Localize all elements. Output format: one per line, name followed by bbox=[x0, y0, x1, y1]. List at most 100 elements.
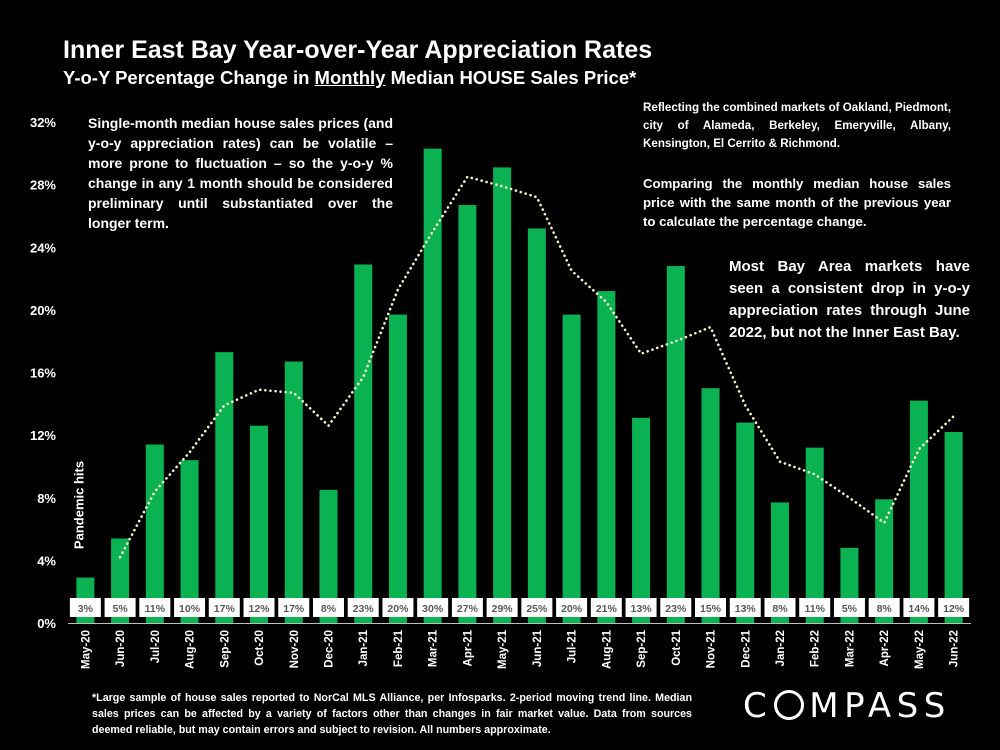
bar bbox=[562, 314, 581, 623]
data-label-box bbox=[868, 598, 900, 617]
bar bbox=[666, 266, 685, 623]
data-label-box bbox=[486, 598, 518, 617]
x-tick-label: May-21 bbox=[497, 629, 509, 669]
data-label: 23% bbox=[353, 603, 375, 615]
data-label-box bbox=[764, 598, 796, 617]
data-label: 8% bbox=[772, 603, 788, 615]
bar bbox=[875, 499, 894, 623]
data-label: 25% bbox=[526, 603, 548, 615]
bar bbox=[493, 167, 512, 623]
data-label-box bbox=[729, 598, 761, 617]
data-label-box bbox=[590, 598, 622, 617]
bar bbox=[284, 361, 303, 623]
data-label: 20% bbox=[387, 603, 409, 615]
subtitle-start: Y-o-Y Percentage Change in bbox=[63, 67, 315, 88]
data-label: 10% bbox=[179, 603, 201, 615]
x-tick-label: Jan-22 bbox=[775, 630, 787, 666]
x-tick-label: May-20 bbox=[80, 630, 92, 669]
data-label: 8% bbox=[877, 603, 893, 615]
data-label: 30% bbox=[422, 603, 444, 615]
data-label: 17% bbox=[214, 603, 236, 615]
y-tick-label: 4% bbox=[37, 553, 56, 568]
data-label: 12% bbox=[249, 603, 271, 615]
data-label: 17% bbox=[283, 603, 305, 615]
y-tick-label: 16% bbox=[30, 366, 56, 381]
y-tick-label: 32% bbox=[30, 115, 56, 130]
data-label-box bbox=[243, 598, 275, 617]
bar bbox=[145, 444, 164, 623]
data-label-box bbox=[312, 598, 344, 617]
x-tick-label: Dec-20 bbox=[323, 630, 335, 668]
compass-logo: C MPASS bbox=[743, 686, 951, 726]
y-tick-label: 28% bbox=[30, 178, 56, 193]
bar bbox=[319, 489, 338, 623]
bar bbox=[701, 388, 720, 623]
data-label: 21% bbox=[596, 603, 618, 615]
x-tick-label: Apr-21 bbox=[462, 629, 474, 666]
x-tick-label: Jun-21 bbox=[532, 629, 544, 667]
trend-line bbox=[118, 175, 955, 559]
x-tick-label: Jun-22 bbox=[949, 630, 961, 667]
x-tick-label: Apr-22 bbox=[879, 630, 891, 666]
data-label-box bbox=[903, 598, 935, 617]
data-label-box bbox=[347, 598, 379, 617]
data-label: 23% bbox=[665, 603, 687, 615]
data-label-box bbox=[660, 598, 692, 617]
data-label-box bbox=[208, 598, 240, 617]
data-label: 8% bbox=[321, 603, 337, 615]
x-tick-label: Nov-20 bbox=[289, 630, 301, 668]
x-tick-label: Jan-21 bbox=[358, 629, 370, 666]
data-label-box bbox=[104, 598, 136, 617]
subtitle-end: Median HOUSE Sales Price* bbox=[385, 67, 637, 88]
x-tick-label: Aug-20 bbox=[185, 630, 197, 669]
chart-title: Inner East Bay Year-over-Year Appreciati… bbox=[63, 36, 653, 64]
volatility-note: Single-month median house sales prices (… bbox=[88, 113, 393, 233]
x-tick-label: Dec-21 bbox=[740, 629, 752, 667]
bar bbox=[215, 352, 234, 623]
x-tick-label: Sep-21 bbox=[636, 629, 648, 667]
bar bbox=[770, 502, 789, 623]
data-label: 13% bbox=[735, 603, 757, 615]
x-tick-label: Jun-20 bbox=[115, 630, 127, 667]
bar bbox=[632, 417, 651, 623]
logo-circle-icon bbox=[774, 690, 805, 720]
bar bbox=[458, 204, 477, 623]
bar bbox=[736, 422, 755, 623]
x-tick-label: May-22 bbox=[914, 630, 926, 669]
data-label-box bbox=[695, 598, 727, 617]
data-label-box bbox=[799, 598, 831, 617]
y-tick-label: 8% bbox=[37, 491, 56, 506]
x-tick-label: Feb-22 bbox=[810, 630, 822, 667]
bar bbox=[909, 400, 928, 623]
x-tick-label: Sep-20 bbox=[219, 630, 231, 668]
bar bbox=[388, 314, 407, 623]
data-label-box bbox=[417, 598, 449, 617]
data-label: 15% bbox=[700, 603, 722, 615]
data-label-box bbox=[174, 598, 206, 617]
x-tick-label: Feb-21 bbox=[393, 629, 405, 667]
data-label-box bbox=[625, 598, 657, 617]
data-label-box bbox=[278, 598, 310, 617]
x-tick-label: Oct-21 bbox=[671, 629, 683, 665]
observation-note: Most Bay Area markets have seen a consis… bbox=[729, 256, 970, 344]
x-tick-label: Jul-20 bbox=[150, 630, 162, 663]
data-label: 11% bbox=[145, 603, 166, 615]
y-tick-label: 0% bbox=[37, 616, 56, 631]
data-label: 20% bbox=[561, 603, 583, 615]
bar bbox=[354, 264, 373, 623]
data-label-box bbox=[69, 598, 101, 617]
data-label: 14% bbox=[908, 603, 930, 615]
x-tick-label: Mar-22 bbox=[844, 630, 856, 667]
x-tick-label: Oct-20 bbox=[254, 630, 266, 666]
data-label: 5% bbox=[113, 603, 129, 615]
subtitle-underlined-word: Monthly bbox=[314, 67, 386, 88]
x-tick-label: Mar-21 bbox=[428, 629, 440, 667]
markets-note: Reflecting the combined markets of Oakla… bbox=[643, 99, 951, 153]
bar bbox=[423, 148, 442, 623]
y-tick-label: 20% bbox=[30, 303, 56, 318]
data-label-box bbox=[938, 598, 970, 617]
bar bbox=[180, 460, 199, 623]
y-tick-label: 24% bbox=[30, 240, 56, 255]
x-tick-label: Aug-21 bbox=[601, 629, 613, 669]
